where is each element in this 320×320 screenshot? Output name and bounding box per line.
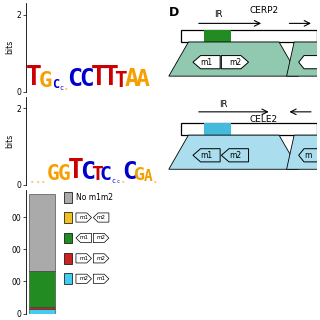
Text: C: C — [67, 67, 82, 91]
Text: CERP2: CERP2 — [249, 6, 278, 15]
Bar — [64, 253, 72, 264]
Text: T: T — [26, 65, 42, 91]
Text: T: T — [114, 71, 127, 91]
Polygon shape — [76, 233, 92, 243]
Bar — [64, 273, 72, 284]
Text: c: c — [111, 178, 115, 184]
Text: A: A — [144, 169, 152, 184]
Text: m2: m2 — [97, 215, 106, 220]
Text: IR: IR — [214, 11, 223, 20]
Text: m: m — [305, 151, 312, 160]
Polygon shape — [221, 149, 249, 162]
Text: a: a — [65, 87, 68, 91]
Bar — [64, 212, 72, 223]
Polygon shape — [93, 213, 109, 222]
Text: m2: m2 — [79, 276, 88, 281]
Text: G: G — [58, 164, 71, 184]
Polygon shape — [299, 149, 318, 162]
Text: A: A — [124, 67, 139, 91]
Bar — [204, 123, 231, 135]
Polygon shape — [169, 135, 299, 169]
Text: m1: m1 — [201, 58, 212, 67]
Polygon shape — [93, 254, 109, 263]
Text: m2: m2 — [97, 256, 106, 261]
Text: a: a — [122, 180, 124, 184]
Text: m2: m2 — [229, 151, 241, 160]
Text: c: c — [116, 179, 120, 184]
Polygon shape — [76, 254, 92, 263]
Bar — [204, 29, 231, 42]
Bar — [29, 271, 55, 307]
Text: T: T — [68, 158, 84, 184]
Bar — [29, 309, 55, 314]
Polygon shape — [193, 56, 220, 69]
Polygon shape — [93, 233, 109, 243]
Text: C: C — [52, 78, 59, 91]
Text: m1: m1 — [97, 276, 106, 281]
Text: m2: m2 — [229, 58, 241, 67]
Text: IR: IR — [219, 100, 227, 109]
Text: C: C — [79, 67, 94, 91]
Text: T: T — [103, 65, 118, 91]
Text: m1: m1 — [79, 215, 88, 220]
Text: D: D — [169, 6, 179, 19]
Text: m1: m1 — [79, 256, 88, 261]
Bar — [29, 194, 55, 271]
Text: No m1m2: No m1m2 — [76, 193, 113, 202]
Text: G: G — [133, 166, 145, 184]
Text: a: a — [31, 180, 34, 184]
Text: C: C — [80, 160, 95, 184]
Bar — [64, 192, 72, 203]
Text: a: a — [36, 180, 39, 184]
Polygon shape — [287, 42, 320, 76]
Polygon shape — [221, 56, 249, 69]
Polygon shape — [76, 213, 92, 222]
Text: A: A — [136, 68, 149, 91]
Polygon shape — [287, 135, 320, 169]
Bar — [29, 307, 55, 309]
Text: C: C — [122, 160, 137, 184]
Polygon shape — [93, 274, 109, 284]
Bar — [64, 233, 72, 243]
Text: T: T — [91, 65, 107, 91]
Text: m1: m1 — [79, 236, 88, 240]
Polygon shape — [76, 274, 92, 284]
Y-axis label: bits: bits — [5, 40, 14, 54]
Text: m1: m1 — [201, 151, 212, 160]
Text: m2: m2 — [97, 236, 106, 240]
Text: a: a — [154, 180, 156, 184]
Text: T: T — [91, 165, 103, 184]
Bar — [181, 123, 317, 135]
Text: c: c — [60, 85, 64, 91]
Polygon shape — [299, 56, 318, 69]
Text: a: a — [42, 180, 44, 184]
Y-axis label: bits: bits — [5, 134, 14, 148]
Polygon shape — [169, 42, 299, 76]
Text: G: G — [39, 71, 53, 91]
Text: G: G — [46, 164, 59, 184]
Text: C: C — [100, 165, 112, 184]
Polygon shape — [193, 149, 220, 162]
Text: CELE2: CELE2 — [250, 115, 278, 124]
Bar — [181, 29, 317, 42]
